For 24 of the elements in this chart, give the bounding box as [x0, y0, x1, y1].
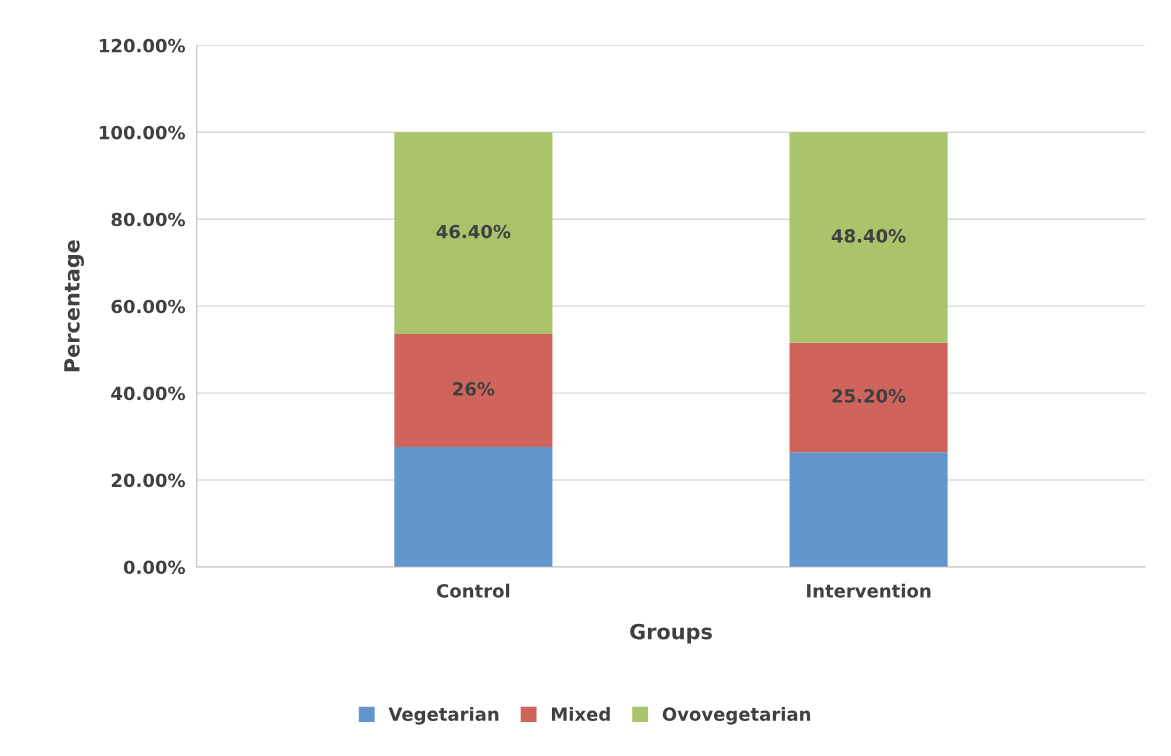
y-tick-label: 60.00% [111, 299, 186, 314]
y-tick-label: 0.00% [123, 560, 186, 575]
bar [789, 342, 948, 453]
y-axis-title: Percentage [64, 240, 84, 372]
x-tick-label: Intervention [807, 583, 931, 598]
data-label: 26% [453, 382, 495, 396]
x-axis-title: Groups [630, 623, 712, 644]
y-tick-label: 20.00% [111, 473, 186, 488]
bar [789, 132, 948, 343]
y-tick-label: 40.00% [111, 386, 186, 401]
legend-label: Mixed [551, 707, 610, 721]
bar [789, 452, 948, 567]
legend-label: Ovovegetarian [662, 707, 811, 725]
bar [394, 132, 553, 334]
data-label: 48.40% [831, 229, 906, 243]
bar [394, 334, 553, 448]
bar [394, 447, 553, 567]
data-label: 25.20% [832, 389, 906, 403]
y-tick-label: 120.00% [99, 38, 186, 53]
data-label: 46.40% [436, 224, 511, 239]
x-tick-label: Control [436, 583, 510, 598]
legend-label: Vegetarian [388, 707, 499, 725]
y-tick-label: 80.00% [111, 212, 186, 227]
y-tick-label: 100.00% [99, 125, 186, 140]
